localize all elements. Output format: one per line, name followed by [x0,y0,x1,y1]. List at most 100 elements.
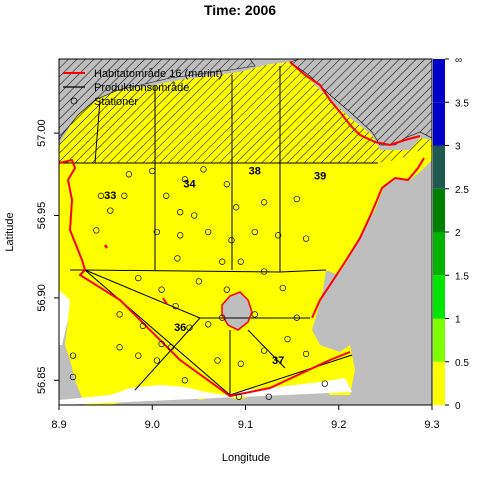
west-coast-gap [59,290,70,345]
color-scale-label: 1.5 [455,271,469,282]
color-scale-label: 0 [455,401,461,412]
area-label-34: 34 [183,179,196,191]
station-marker [284,335,291,343]
station-marker [219,314,226,321]
station-marker [69,373,77,381]
station-marker [237,258,244,265]
station-marker [167,344,175,351]
station-marker [191,212,198,219]
station-marker [228,237,235,244]
x-tick-label: 8.9 [51,419,66,431]
station-marker [205,321,212,328]
station-marker [158,340,165,348]
station-marker [153,357,161,364]
south-coast-gap [59,378,352,405]
area-label-36: 36 [174,322,186,334]
station-marker [251,228,258,236]
color-scale-band [433,232,445,276]
x-tick-label: 9.3 [424,419,439,431]
station-marker [181,176,189,183]
legend-production-label: Produktionsområde [94,82,189,94]
plot-area: 33 34 38 39 36 37 Habitatområde 16 (marint) P… [59,59,432,418]
y-tick-label: 56.95 [36,202,48,230]
station-marker [172,302,179,310]
area-label-33: 33 [104,190,116,202]
color-scale-band [433,188,445,233]
chart-title: Time: 2006 [204,2,276,18]
station-marker [186,324,193,331]
sea-area [59,146,432,405]
area-label-39: 39 [314,170,326,182]
station-marker [149,167,156,175]
color-scale-label: 2.5 [455,185,469,196]
y-tick-label: 56.90 [36,284,48,312]
station-marker [177,232,184,239]
color-scale-label: 1 [455,315,461,326]
station-marker [237,360,244,367]
station-marker [125,171,133,178]
station-marker [181,377,189,384]
station-marker [177,209,184,216]
x-tick-label: 9.1 [238,419,253,431]
y-tick-label: 57.00 [36,119,48,147]
station-marker [163,192,170,199]
station-marker [121,192,128,199]
station-marker [139,322,147,330]
color-scale-label: ∞ [455,55,462,66]
station-marker [219,258,226,265]
x-tick-label: 9.2 [331,419,346,431]
area-label-38: 38 [249,165,261,177]
habitat-boundary [59,61,425,398]
station-marker [69,352,77,359]
station-marker [200,166,207,173]
station-marker [321,380,328,387]
station-marker [280,412,286,418]
station-marker [233,204,240,211]
x-axis-title: Longitude [222,452,270,464]
y-tick-label: 56.85 [36,367,48,395]
legend-habitat-label: Habitatområde 16 (marint) [94,68,222,80]
legend-stations-label: Stationer [94,96,138,108]
color-scale-band [433,59,445,103]
station-marker [260,347,268,354]
station-marker [223,286,230,293]
station-marker [97,192,105,199]
station-marker [214,357,221,364]
station-marker [265,393,272,400]
station-marker [279,284,286,292]
station-marker [205,228,212,236]
color-scale-band [433,275,445,319]
y-axis-title: Latitude [4,212,16,251]
station-marker [274,232,282,239]
color-scale-band [433,102,445,146]
station-marker [302,350,310,358]
station-marker [293,314,300,321]
station-marker [251,311,258,318]
station-marker [135,352,142,359]
station-marker [116,311,123,318]
stations-layer [69,166,328,418]
station-marker [153,228,161,236]
north-hatch [59,62,432,163]
y-axis: 56.85 56.90 56.95 57.00 [36,119,59,394]
station-marker [135,274,142,282]
area-label-37: 37 [272,355,284,367]
legend-stations-swatch [70,97,78,105]
station-marker [107,207,114,214]
station-marker [116,344,123,351]
station-marker [223,181,230,188]
color-scale-band [433,318,445,362]
x-axis: 8.9 9.0 9.1 9.2 9.3 [51,404,440,431]
color-scale: 0 0.5 1 1.5 2 2.5 3 3.5 ∞ [433,55,469,412]
x-tick-label: 9.0 [145,419,160,431]
station-marker [260,199,268,206]
color-scale-label: 2 [455,228,461,239]
station-marker [302,235,310,242]
station-marker [260,268,268,275]
ne-land-hatch [289,59,432,146]
color-scale-band [433,145,445,189]
area-labels-layer: 33 34 38 39 36 37 [104,165,326,366]
station-marker [174,255,181,262]
color-scale-band [433,361,445,406]
